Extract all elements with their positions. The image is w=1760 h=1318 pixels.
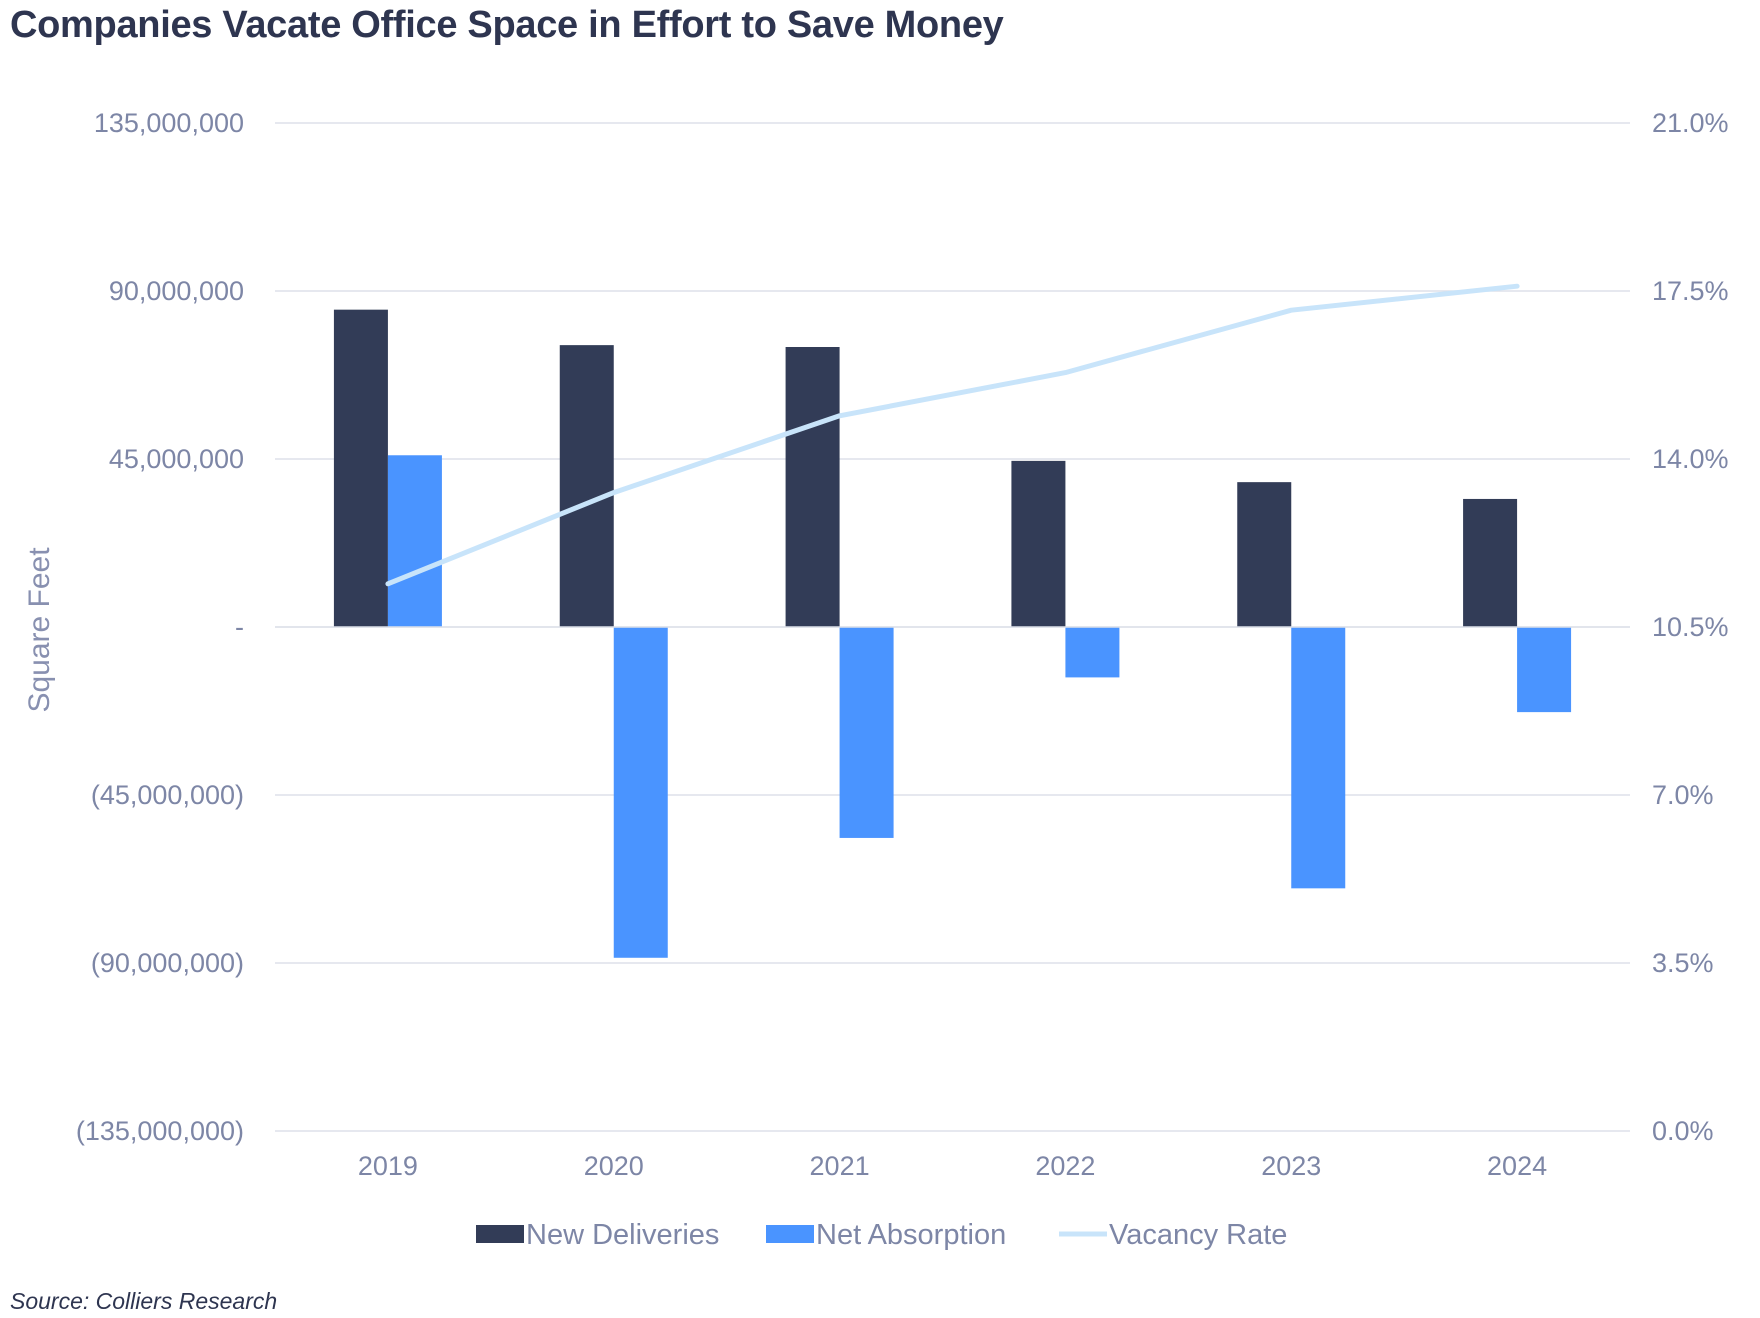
y2-tick-label: 10.5% [1652,612,1729,642]
legend-label: Net Absorption [816,1219,1006,1251]
y-tick-label: (45,000,000) [91,780,244,810]
legend-label: New Deliveries [526,1219,719,1251]
y-axis-title: Square Feet [23,547,56,713]
bar-net-absorption [839,627,894,838]
y2-tick-label: 14.0% [1652,444,1729,474]
y2-tick-label: 7.0% [1652,780,1714,810]
source-note: Source: Colliers Research [10,1288,278,1314]
bar-net-absorption [1065,627,1120,678]
axis-labels: 135,000,000 90,000,000 45,000,000 - (45,000,… [76,108,1729,1181]
vacancy-rate-line [385,283,1520,587]
y2-tick-label: 3.5% [1652,948,1714,978]
y-tick-label: 45,000,000 [109,444,244,474]
bar-net-absorption [1517,627,1572,713]
bar-new-deliveries [1237,482,1292,627]
bar-new-deliveries [1011,460,1066,627]
y2-tick-label: 21.0% [1652,108,1729,138]
x-tick-label: 2020 [584,1151,644,1181]
bar-new-deliveries [559,345,614,627]
x-tick-label: 2021 [810,1151,870,1181]
y2-tick-label: 0.0% [1652,1116,1714,1146]
chart-title: Companies Vacate Office Space in Effort … [10,4,1004,46]
y-tick-label: (90,000,000) [91,948,244,978]
y2-tick-label: 17.5% [1652,276,1729,306]
bars [275,309,1630,958]
bar-new-deliveries [785,347,840,627]
x-tick-label: 2023 [1261,1151,1321,1181]
bar-new-deliveries [1463,498,1518,627]
legend-label: Vacancy Rate [1109,1219,1287,1251]
legend-swatch [766,1225,814,1243]
y-tick-label: - [235,612,244,642]
bar-net-absorption [387,455,442,627]
x-tick-label: 2022 [1035,1151,1095,1181]
x-tick-label: 2019 [358,1151,418,1181]
vacancy-line-layer [385,283,1520,587]
bar-new-deliveries [333,309,388,627]
legend-swatch [476,1225,524,1243]
y-tick-label: 135,000,000 [94,108,244,138]
legend: New Deliveries Net Absorption Vacancy Rate [476,1219,1287,1251]
bar-net-absorption [613,627,668,958]
y-tick-label: (135,000,000) [76,1116,244,1146]
y-tick-label: 90,000,000 [109,276,244,306]
x-tick-label: 2024 [1487,1151,1547,1181]
bar-net-absorption [1291,627,1346,889]
